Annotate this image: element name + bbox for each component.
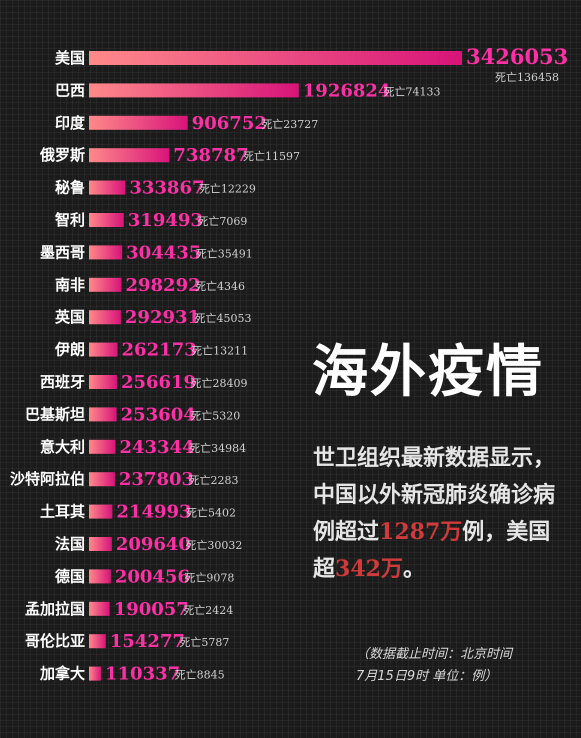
value-label: 738787 [173, 145, 248, 166]
value-label: 190057 [114, 599, 189, 620]
category-label: 加拿大 [39, 665, 85, 683]
category-label: 德国 [55, 567, 85, 585]
value-label: 154277 [110, 631, 185, 652]
bar [89, 569, 111, 584]
category-label: 巴西 [55, 81, 85, 99]
data-note: （数据截止时间：北京时间 7月15日9时 单位：例） [356, 644, 556, 688]
death-label: 死亡5402 [186, 506, 236, 520]
death-label: 死亡34984 [189, 441, 246, 455]
category-label: 沙特阿拉伯 [10, 470, 85, 488]
bar [89, 245, 123, 260]
bar [89, 666, 102, 681]
value-label: 304435 [126, 242, 201, 263]
death-label: 死亡5787 [179, 635, 229, 649]
death-label: 死亡11597 [243, 149, 300, 163]
bar [89, 148, 170, 163]
category-label: 伊朗 [54, 341, 85, 359]
death-label: 死亡5320 [190, 408, 240, 422]
death-label: 死亡74133 [383, 84, 440, 98]
death-label: 死亡9078 [184, 570, 234, 584]
value-label: 253604 [121, 404, 196, 425]
value-label: 298292 [125, 275, 200, 296]
bar [89, 601, 110, 616]
death-label: 死亡2283 [188, 473, 238, 487]
value-label: 214993 [116, 502, 191, 523]
category-label: 孟加拉国 [25, 600, 85, 618]
death-label: 死亡136458 [495, 70, 559, 84]
data-note-line1: （数据截止时间：北京时间 [356, 647, 513, 662]
description-part3: 。 [402, 557, 425, 582]
death-label: 死亡35491 [196, 246, 253, 260]
bar [89, 310, 121, 325]
bar [89, 115, 188, 130]
value-label: 237803 [119, 469, 194, 490]
death-label: 死亡12229 [199, 182, 256, 196]
bar [89, 634, 106, 649]
death-label: 死亡45053 [194, 311, 251, 325]
bar [89, 213, 124, 227]
description-usa: 342万 [335, 556, 403, 582]
bar [89, 342, 118, 357]
death-label: 死亡28409 [191, 376, 248, 390]
value-label: 256619 [121, 372, 196, 393]
value-label: 209640 [116, 534, 191, 555]
category-label: 西班牙 [40, 373, 85, 391]
data-note-line2: 7月15日9时 单位：例） [356, 669, 498, 684]
value-label: 1926824 [303, 80, 391, 101]
bar [89, 504, 113, 519]
value-label: 333867 [129, 178, 204, 199]
description: 世卫组织最新数据显示，中国以外新冠肺炎确诊病例超过1287万例，美国超342万。 [313, 440, 569, 588]
category-label: 南非 [55, 276, 85, 294]
category-label: 巴基斯坦 [25, 405, 85, 423]
death-label: 死亡23727 [261, 117, 318, 131]
category-label: 哥伦比亚 [25, 632, 85, 650]
description-part2: 例，美国超 [313, 520, 551, 582]
category-label: 智利 [55, 211, 85, 229]
value-label: 200456 [115, 566, 190, 587]
value-label: 906752 [192, 113, 267, 134]
bar [89, 537, 112, 551]
headline: 海外疫情 [312, 339, 544, 405]
value-label: 262173 [122, 340, 197, 361]
category-label: 土耳其 [40, 503, 85, 521]
bar [89, 472, 115, 487]
bar [89, 180, 126, 195]
value-label: 319493 [128, 210, 203, 231]
death-label: 死亡2424 [183, 603, 233, 617]
category-label: 美国 [55, 49, 85, 67]
category-label: 英国 [55, 308, 85, 326]
category-label: 秘鲁 [55, 179, 85, 197]
value-label: 3426053 [466, 44, 568, 69]
death-label: 死亡8845 [175, 668, 225, 682]
death-label: 死亡13211 [191, 344, 248, 358]
death-label: 死亡4346 [195, 279, 245, 293]
bar [89, 277, 122, 292]
death-label: 死亡30032 [185, 538, 242, 552]
bar [89, 375, 117, 389]
value-label: 243344 [119, 437, 194, 458]
value-label: 292931 [125, 307, 200, 328]
description-total: 1287万 [379, 519, 463, 545]
bar [89, 407, 117, 422]
category-label: 印度 [55, 114, 86, 132]
bar [89, 51, 462, 65]
category-label: 法国 [55, 535, 85, 553]
category-label: 意大利 [40, 438, 85, 456]
category-label: 墨西哥 [40, 243, 85, 261]
description-part1: 世卫组织最新数据显示，中国以外新冠肺炎确诊病例超过 [313, 446, 556, 545]
bar [89, 83, 299, 98]
category-label: 俄罗斯 [39, 146, 85, 164]
death-label: 死亡7069 [197, 214, 247, 228]
value-label: 110337 [105, 664, 180, 685]
bar [89, 439, 116, 454]
